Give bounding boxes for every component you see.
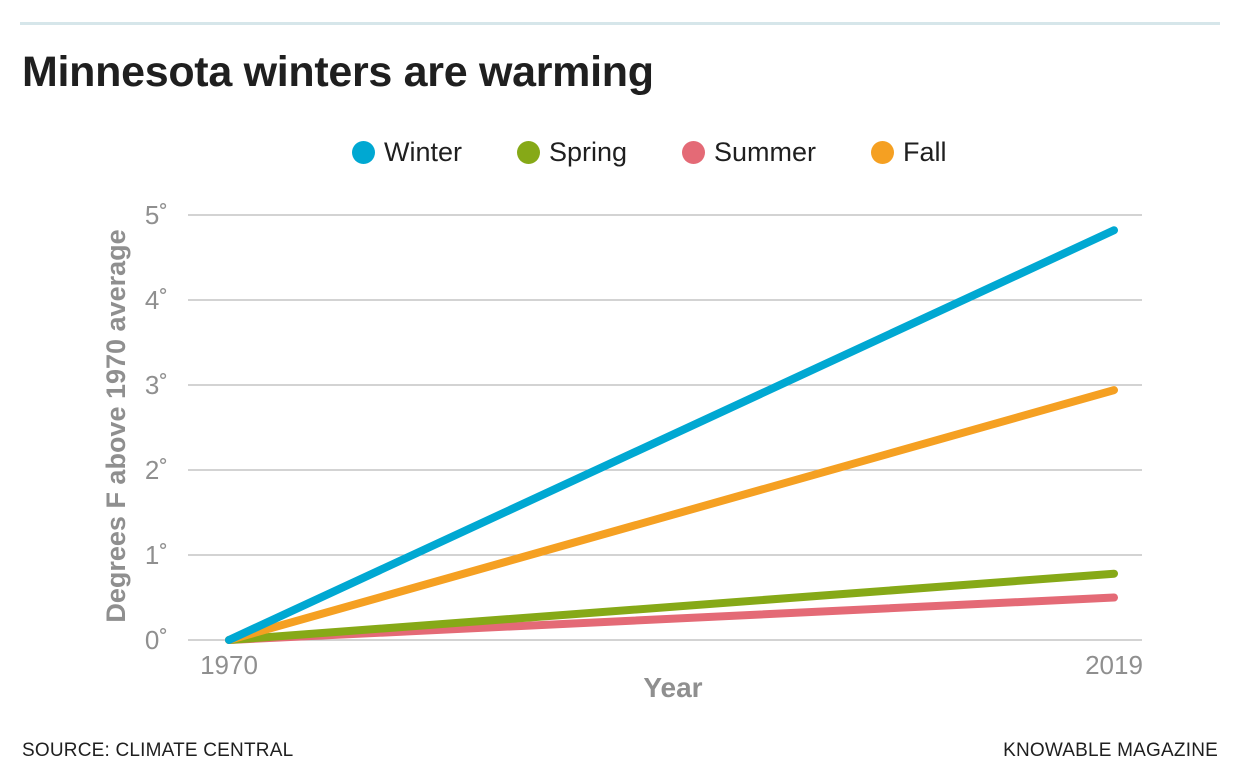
series-line-spring — [225, 569, 1118, 644]
legend-item-summer: Summer — [682, 134, 816, 170]
y-tick-label: 4˚ — [145, 285, 168, 315]
legend-label: Fall — [903, 136, 947, 167]
legend-item-spring: Spring — [517, 134, 627, 170]
x-tick-label: 1970 — [200, 650, 258, 680]
legend-swatch — [517, 140, 540, 164]
y-axis-label: Degrees F above 1970 average — [101, 229, 131, 622]
y-tick-label: 5˚ — [145, 200, 168, 230]
chart-title: Minnesota winters are warming — [22, 48, 654, 96]
y-tick-label: 0˚ — [145, 625, 168, 655]
legend-item-winter: Winter — [352, 134, 462, 170]
publisher-credit: KNOWABLE MAGAZINE — [1003, 740, 1218, 761]
legend-swatch — [682, 140, 705, 164]
legend-swatch — [871, 140, 894, 164]
legend-item-fall: Fall — [871, 134, 947, 170]
y-tick-label: 2˚ — [145, 455, 168, 485]
legend-label: Winter — [384, 136, 463, 167]
series-line-winter — [225, 226, 1118, 644]
legend-label: Spring — [549, 136, 628, 167]
legend-swatch — [352, 140, 375, 164]
legend-label: Summer — [714, 136, 817, 167]
legend: Winter Spring Summer Fall — [0, 134, 1240, 170]
y-tick-label: 1˚ — [145, 540, 168, 570]
top-rule — [20, 22, 1220, 25]
y-tick-label: 3˚ — [145, 370, 168, 400]
series-line-fall — [225, 386, 1118, 644]
x-tick-label: 2019 — [1085, 650, 1143, 680]
x-axis-label: Year — [643, 672, 702, 703]
source-credit: SOURCE: CLIMATE CENTRAL — [22, 740, 294, 761]
